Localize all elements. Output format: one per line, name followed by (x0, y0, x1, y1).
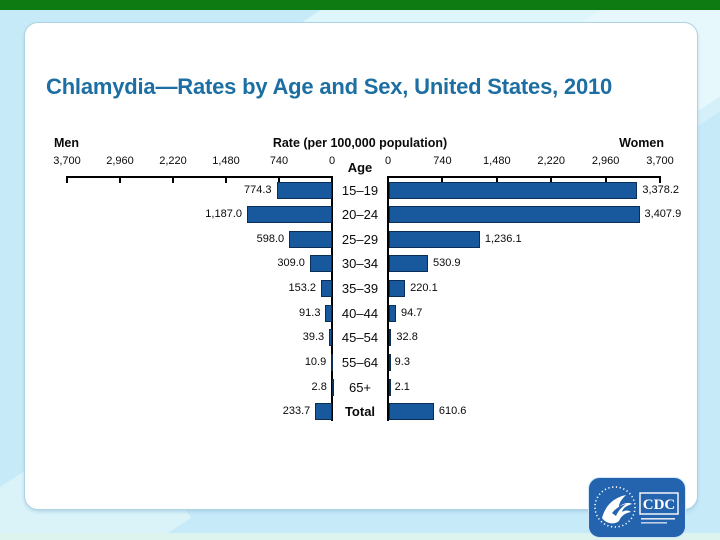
men-axis-tick-label: 2,220 (159, 155, 187, 167)
svg-text:CDC: CDC (643, 497, 676, 513)
men-axis-tick (172, 178, 174, 183)
women-value-label: 530.9 (433, 257, 461, 269)
men-value-label: 309.0 (277, 257, 305, 269)
men-series-label: Men (54, 136, 79, 150)
women-zero-line (387, 176, 389, 421)
men-axis-tick (331, 178, 333, 183)
men-bar (325, 305, 332, 322)
women-axis-tick-label: 2,960 (591, 155, 620, 167)
men-bar (309, 255, 332, 272)
men-axis-tick (225, 178, 227, 183)
age-group-label: 25–29 (341, 232, 379, 247)
hhs-eagle-icon (594, 486, 636, 528)
age-group-label: 65+ (348, 380, 372, 395)
women-bar (389, 379, 391, 396)
women-axis-tick (441, 178, 444, 183)
men-zero-line (331, 176, 333, 421)
women-axis-tick-label: 1,480 (483, 155, 511, 167)
women-value-label: 32.8 (396, 331, 418, 343)
age-group-label: 15–19 (341, 183, 379, 198)
women-bar (389, 305, 396, 322)
men-value-label: 91.3 (299, 307, 321, 319)
age-axis-label: Age (347, 160, 373, 175)
chart-title: Rate (per 100,000 population) (272, 136, 448, 150)
men-axis-tick-label: 0 (328, 155, 336, 167)
women-bar (389, 354, 391, 371)
men-bar (246, 206, 332, 223)
women-value-label: 1,236.1 (484, 233, 522, 245)
age-group-label: 45–54 (341, 330, 379, 345)
men-value-label: 2.8 (311, 381, 327, 393)
women-axis-tick (604, 178, 607, 183)
women-axis-tick (550, 178, 553, 183)
men-bar (276, 182, 332, 199)
men-axis-tick-label: 3,700 (53, 155, 81, 167)
cdc-logo: CDC (588, 477, 686, 538)
women-axis-line (387, 176, 661, 178)
women-bar (389, 280, 406, 297)
women-axis-tick (495, 178, 498, 183)
women-bar (389, 403, 434, 420)
age-group-label: 55–64 (341, 355, 379, 370)
men-value-label: 774.3 (244, 184, 272, 196)
slide-card (24, 22, 698, 510)
age-group-label: 35–39 (341, 281, 379, 296)
women-value-label: 2.1 (394, 381, 410, 393)
women-bar (389, 206, 640, 223)
women-value-label: 220.1 (410, 282, 438, 294)
men-axis-tick-label: 1,480 (212, 155, 240, 167)
men-value-label: 153.2 (288, 282, 317, 294)
footer-band (0, 533, 720, 540)
men-bar (315, 403, 332, 420)
page-title: Chlamydia—Rates by Age and Sex, United S… (46, 74, 613, 99)
women-bar (389, 255, 429, 272)
age-group-label: 40–44 (341, 306, 379, 321)
women-value-label: 3,378.2 (642, 184, 680, 196)
women-value-label: 3,407.9 (644, 208, 682, 220)
women-axis-tick-label: 2,220 (537, 155, 565, 167)
men-axis-tick (278, 178, 280, 183)
cdc-wordmark: CDC (639, 492, 679, 524)
total-row-label: Total (344, 404, 376, 419)
men-axis-tick (119, 178, 121, 183)
women-value-label: 610.6 (438, 405, 467, 417)
women-axis-tick (659, 178, 661, 183)
age-group-label: 20–24 (341, 207, 379, 222)
men-value-label: 233.7 (282, 405, 311, 417)
women-value-label: 94.7 (400, 307, 423, 319)
men-value-label: 10.9 (304, 356, 327, 368)
women-bar (389, 182, 638, 199)
men-value-label: 39.3 (302, 331, 325, 343)
women-series-label: Women (619, 136, 664, 150)
women-bar (389, 329, 392, 346)
men-axis-tick-label: 740 (269, 155, 289, 167)
men-bar (331, 354, 334, 371)
men-value-label: 1,187.0 (205, 208, 242, 220)
women-axis-tick (387, 178, 389, 183)
age-group-label: 30–34 (341, 256, 379, 271)
top-green-bar (0, 0, 720, 10)
women-axis-tick-label: 740 (433, 155, 452, 167)
women-bar (389, 231, 480, 248)
women-value-label: 9.3 (394, 356, 410, 368)
men-axis-tick-label: 2,960 (106, 155, 134, 167)
men-bar (329, 329, 332, 346)
women-axis-tick-label: 0 (384, 155, 392, 167)
men-value-label: 598.0 (256, 233, 285, 245)
men-bar (289, 231, 332, 248)
men-bar (321, 280, 332, 297)
women-axis-tick-label: 3,700 (646, 155, 674, 167)
men-axis-tick (66, 178, 68, 183)
men-bar (331, 379, 334, 396)
men-axis-line (66, 176, 333, 178)
